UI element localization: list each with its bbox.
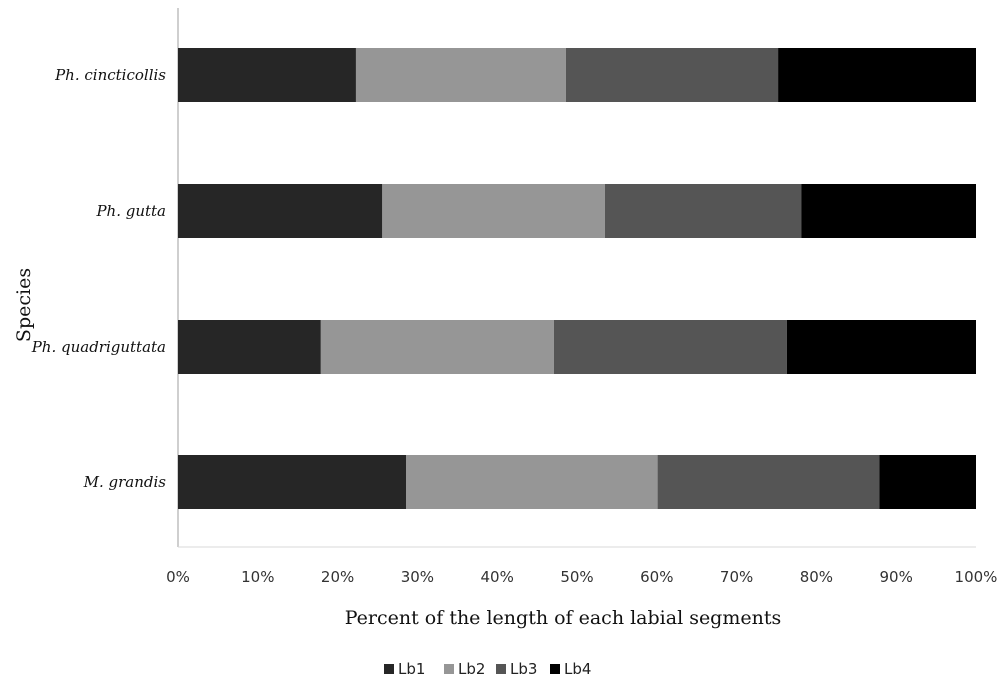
category-labels: Ph. cincticollis Ph. gutta Ph. quadrigutta… xyxy=(31,66,167,491)
x-tick-label: 100% xyxy=(955,568,998,586)
bar-m-grandis-lb2 xyxy=(406,455,658,509)
x-tick-label: 90% xyxy=(880,568,913,586)
category-label-m-grandis: M. grandis xyxy=(83,473,167,491)
legend-label-lb4: Lb4 xyxy=(564,660,591,678)
bar-ph-gutta-lb1 xyxy=(178,184,383,238)
legend-label-lb1: Lb1 xyxy=(398,660,425,678)
bar-m-grandis-lb3 xyxy=(657,455,880,509)
bar-ph-cincticollis-lb1 xyxy=(178,48,356,102)
bar-ph-cincticollis-lb2 xyxy=(355,48,566,102)
legend-label-lb3: Lb3 xyxy=(510,660,537,678)
legend-swatch-lb4 xyxy=(550,664,560,674)
category-label-ph-gutta: Ph. gutta xyxy=(95,202,166,220)
x-axis-title: Percent of the length of each labial seg… xyxy=(345,607,781,629)
bar-ph-cincticollis-lb4 xyxy=(778,48,976,102)
x-tick-label: 60% xyxy=(640,568,673,586)
bar-ph-gutta-lb3 xyxy=(604,184,802,238)
x-tick-label: 40% xyxy=(481,568,514,586)
x-tick-label: 30% xyxy=(401,568,434,586)
category-label-ph-cincticollis: Ph. cincticollis xyxy=(54,66,166,84)
x-tick-label: 50% xyxy=(560,568,593,586)
bars xyxy=(178,48,976,509)
x-tick-label: 20% xyxy=(321,568,354,586)
bar-ph-quadriguttata-lb2 xyxy=(320,320,554,374)
legend-swatch-lb2 xyxy=(444,664,454,674)
bar-m-grandis-lb4 xyxy=(879,455,976,509)
bar-ph-quadriguttata-lb1 xyxy=(178,320,321,374)
legend-swatch-lb1 xyxy=(384,664,394,674)
bar-ph-gutta-lb4 xyxy=(801,184,976,238)
legend-label-lb2: Lb2 xyxy=(458,660,485,678)
bar-ph-quadriguttata-lb3 xyxy=(553,320,787,374)
y-axis-title: Species xyxy=(13,268,35,342)
x-tick-labels: 0% 10% 20% 30% 40% 50% 60% 70% 80% 90% 100% xyxy=(166,568,997,586)
bar-m-grandis-lb1 xyxy=(178,455,407,509)
bar-ph-gutta-lb2 xyxy=(382,184,605,238)
legend: Lb1 Lb2 Lb3 Lb4 xyxy=(384,660,591,678)
legend-swatch-lb3 xyxy=(496,664,506,674)
x-tick-label: 70% xyxy=(720,568,753,586)
bar-ph-cincticollis-lb3 xyxy=(565,48,779,102)
x-tick-label: 10% xyxy=(241,568,274,586)
bar-ph-quadriguttata-lb4 xyxy=(786,320,976,374)
category-label-ph-quadriguttata: Ph. quadriguttata xyxy=(31,338,166,356)
x-tick-label: 80% xyxy=(800,568,833,586)
x-tick-label: 0% xyxy=(166,568,190,586)
